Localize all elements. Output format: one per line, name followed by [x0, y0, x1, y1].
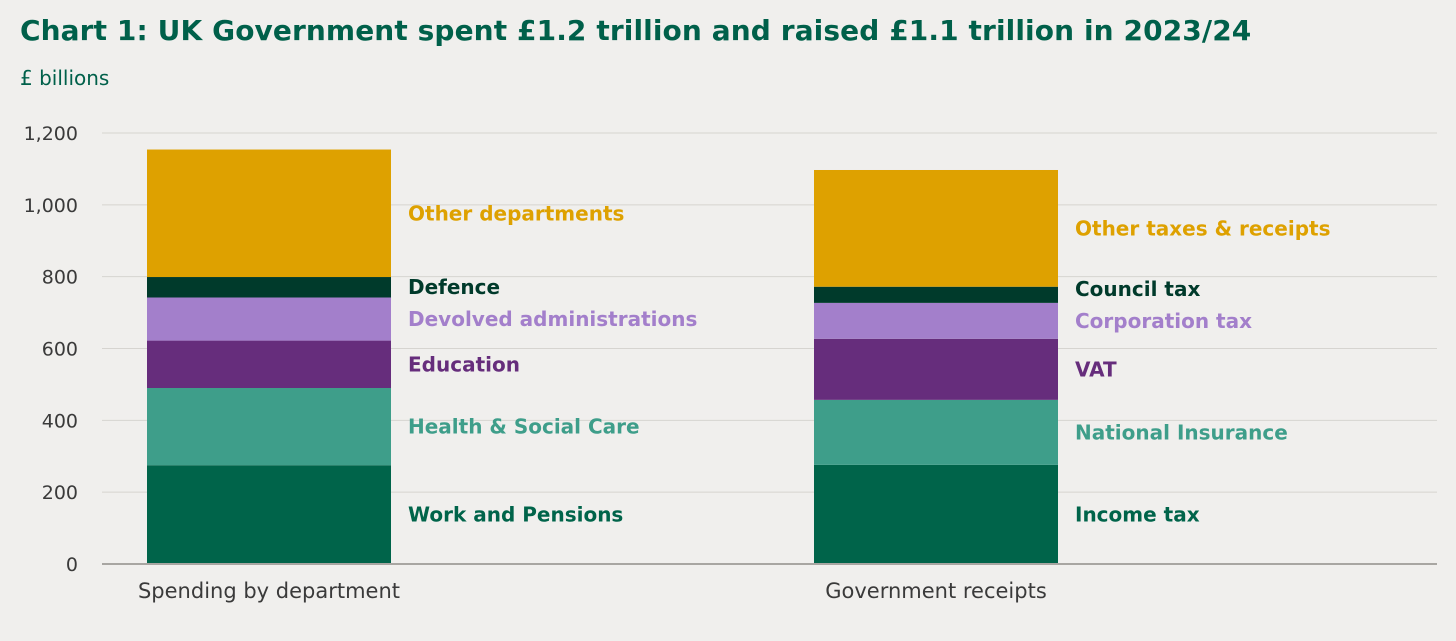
bars: [147, 149, 1058, 564]
bar-segment-devolved-administrations: [147, 297, 391, 341]
bar-segment-corporation-tax: [814, 302, 1058, 339]
segment-label-work-and-pensions: Work and Pensions: [408, 503, 623, 527]
segment-label-corporation-tax: Corporation tax: [1075, 309, 1252, 333]
y-tick-label: 600: [42, 339, 78, 361]
chart-title: Chart 1: UK Government spent £1.2 trilli…: [20, 14, 1252, 47]
segment-label-health-and-social-care: Health & Social Care: [408, 415, 640, 439]
bar-segment-work-and-pensions: [147, 465, 391, 564]
segment-label-devolved-administrations: Devolved administrations: [408, 307, 697, 331]
bar-segment-national-insurance: [814, 399, 1058, 465]
segment-label-education: Education: [408, 352, 520, 376]
segment-label-national-insurance: National Insurance: [1075, 420, 1288, 444]
segment-label-other-departments: Other departments: [408, 201, 624, 225]
bar-segment-council-tax: [814, 286, 1058, 303]
bar-segment-defence: [147, 277, 391, 298]
segment-label-other-taxes-and-receipts: Other taxes & receipts: [1075, 216, 1330, 240]
y-tick-label: 1,200: [24, 123, 78, 145]
category-label-government-receipts: Government receipts: [825, 579, 1047, 603]
segment-label-income-tax: Income tax: [1075, 502, 1200, 526]
segment-labels: Work and Pensions Health & Social Care Edu…: [408, 201, 1330, 526]
category-labels: Spending by department Government receipt…: [138, 579, 1047, 603]
segment-label-council-tax: Council tax: [1075, 277, 1200, 301]
bar-segment-health-and-social-care: [147, 388, 391, 466]
bar-segment-income-tax: [814, 464, 1058, 564]
bar-segment-vat: [814, 338, 1058, 400]
y-axis-unit: £ billions: [20, 66, 110, 90]
y-tick-label: 0: [66, 554, 78, 576]
segment-label-defence: Defence: [408, 275, 500, 299]
y-axis-ticks: 0 200 400 600 800 1,000 1,200: [24, 123, 78, 576]
y-tick-label: 200: [42, 482, 78, 504]
y-tick-label: 1,000: [24, 195, 78, 217]
y-tick-label: 400: [42, 410, 78, 432]
bar-segment-education: [147, 340, 391, 389]
category-label-spending-by-department: Spending by department: [138, 579, 400, 603]
bar-segment-other-departments: [147, 149, 391, 278]
y-tick-label: 800: [42, 267, 78, 289]
bar-segment-other-taxes-and-receipts: [814, 169, 1058, 287]
segment-label-vat: VAT: [1075, 357, 1117, 381]
